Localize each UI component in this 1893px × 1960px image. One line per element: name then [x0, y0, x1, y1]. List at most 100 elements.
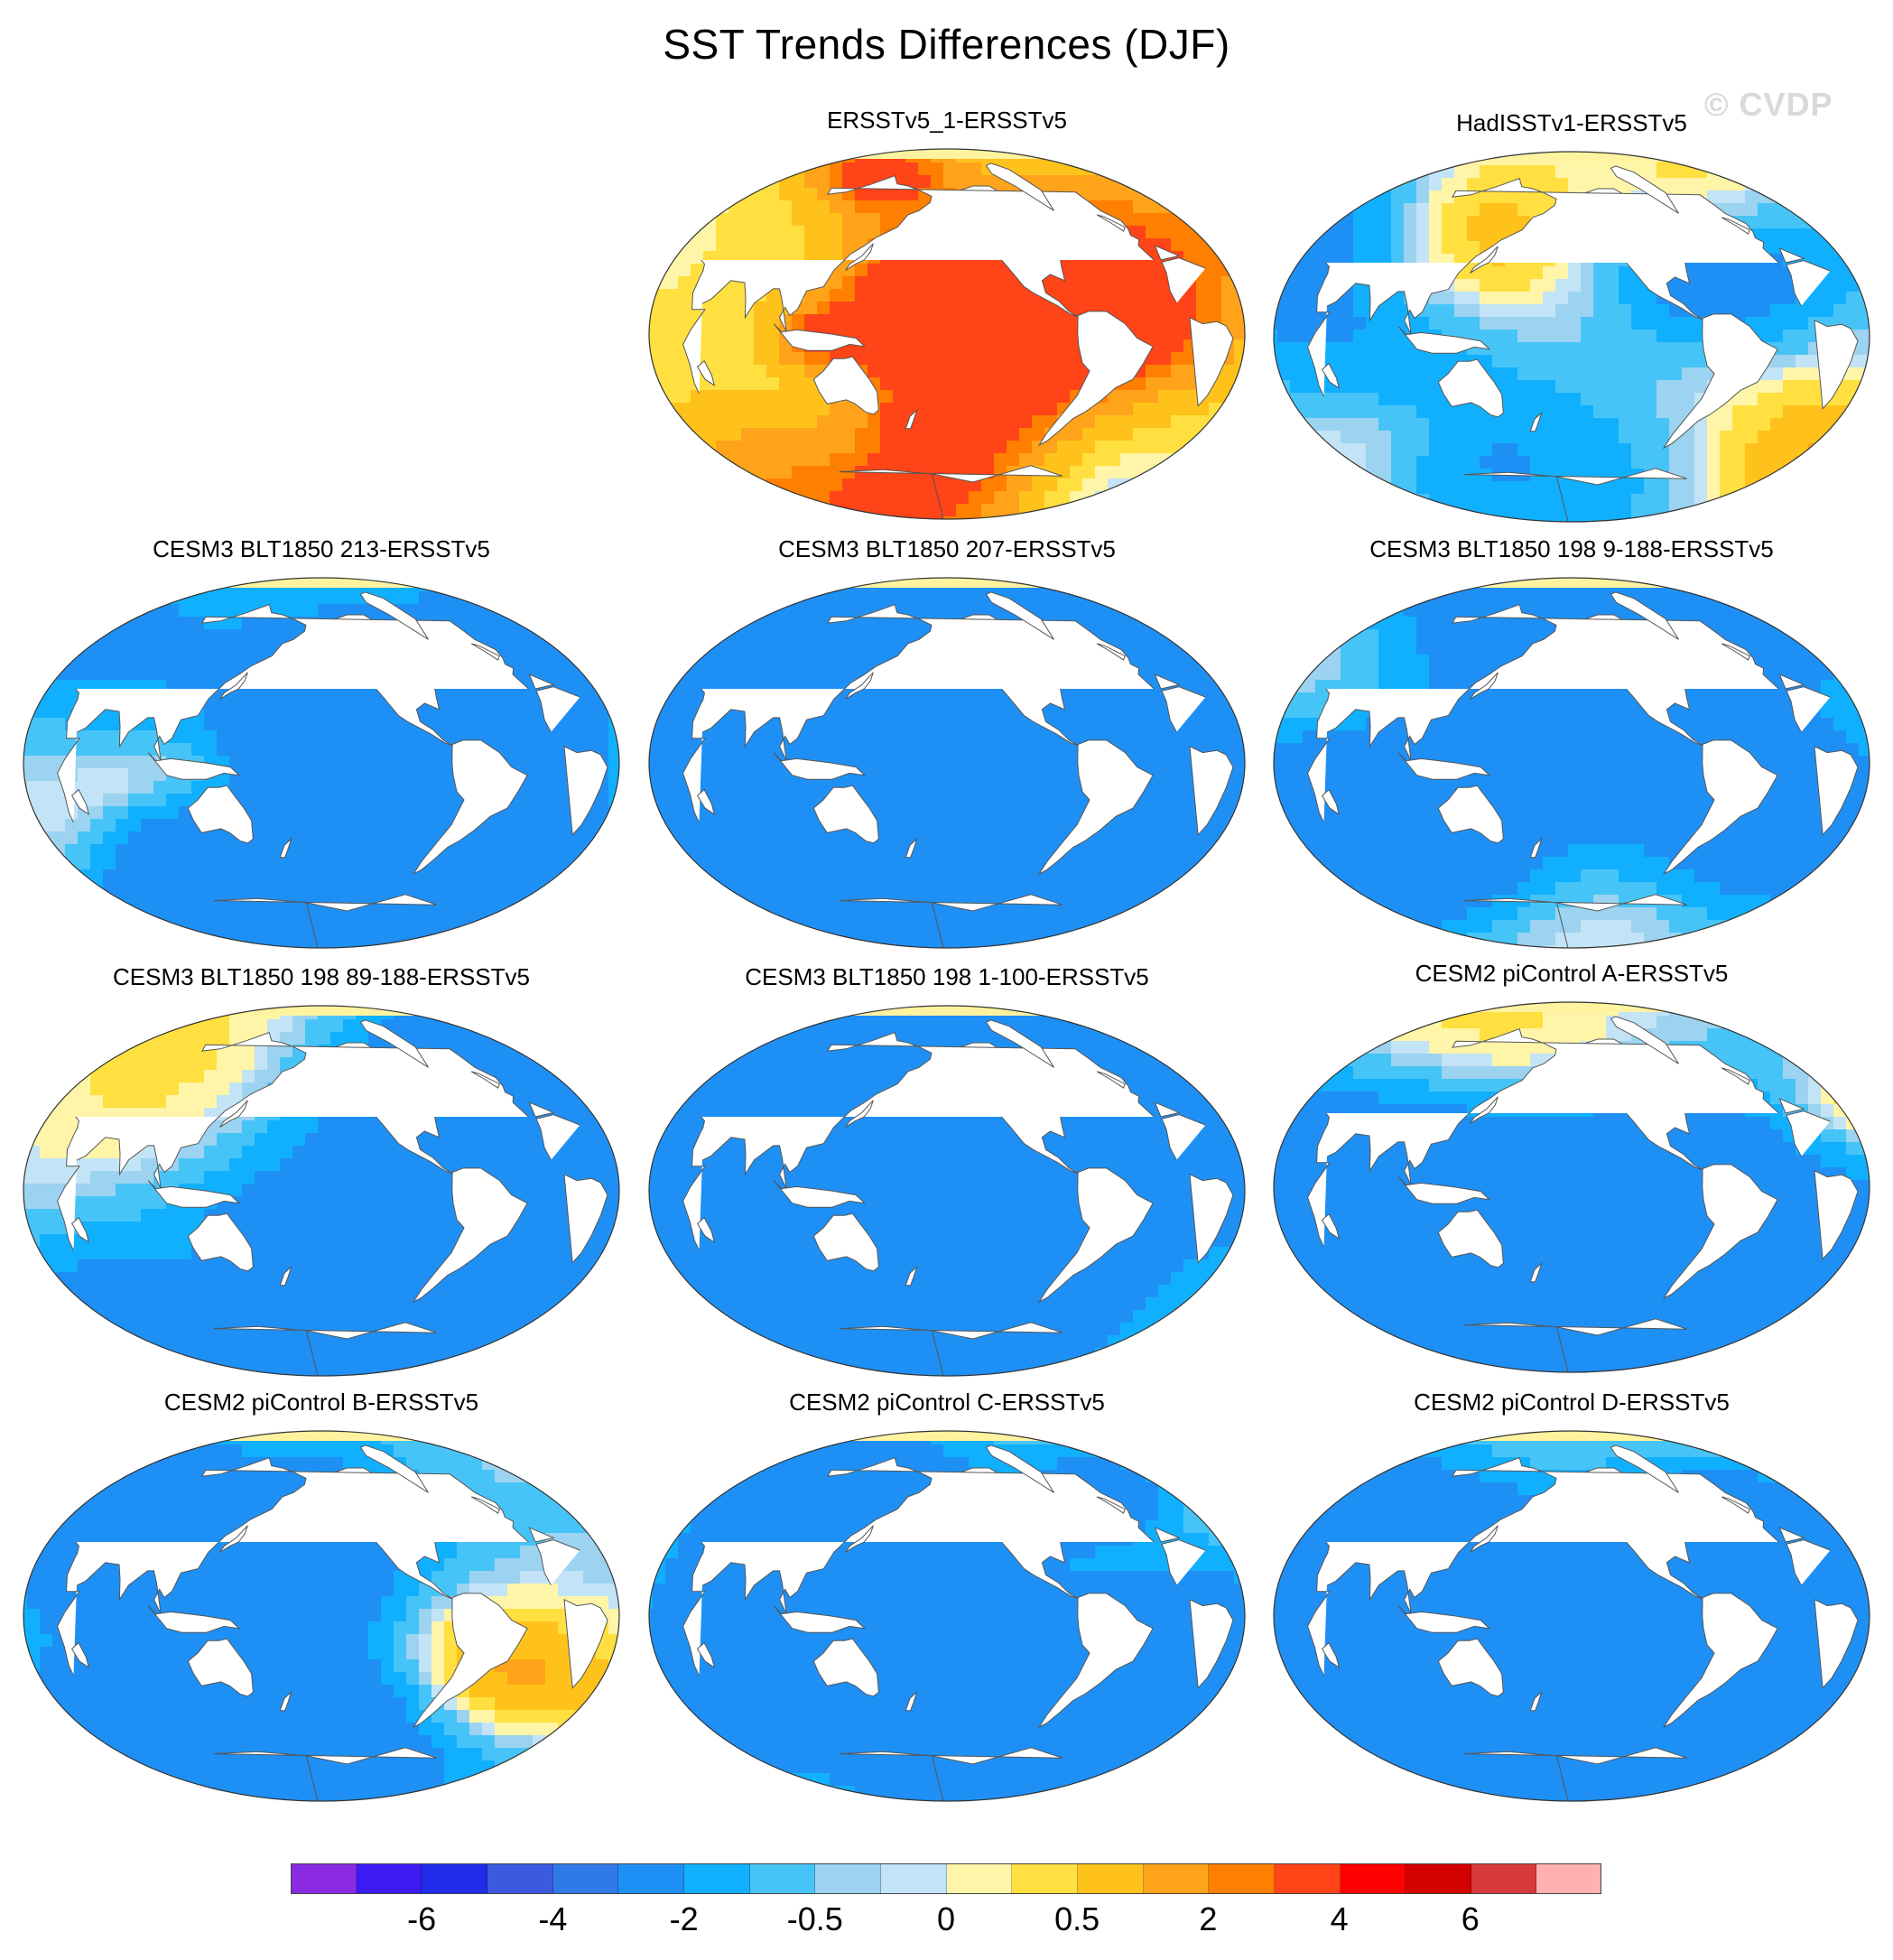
continent — [359, 1019, 429, 1068]
continent — [1529, 411, 1543, 432]
continent — [1437, 1209, 1504, 1268]
continent — [1307, 686, 1859, 836]
continent — [1321, 362, 1341, 390]
continent — [147, 1180, 241, 1208]
colorbar-swatch — [291, 1863, 357, 1894]
colorbar-swatch — [946, 1863, 1013, 1894]
continent — [66, 1031, 555, 1189]
continent — [839, 465, 1062, 519]
arctic-region — [1274, 1431, 1870, 1441]
sst-map — [23, 1005, 620, 1377]
continent — [985, 591, 1054, 640]
continent — [1610, 591, 1679, 640]
map-panel-ersstv5-1: ERSSTv5_1-ERSSTv5 — [640, 107, 1254, 531]
continent — [1463, 468, 1687, 522]
panel-title: ERSSTv5_1-ERSSTv5 — [827, 107, 1067, 134]
continent — [147, 752, 241, 780]
panel-title: CESM3 BLT1850 198 9-188-ERSSTv5 — [1369, 535, 1774, 562]
colorbar-swatch — [815, 1863, 881, 1894]
arctic-region — [1274, 578, 1870, 588]
colorbar-tick-label: -2 — [669, 1900, 699, 1937]
continent — [1610, 165, 1679, 214]
continent — [682, 1114, 1234, 1264]
continent — [1096, 214, 1126, 232]
continent — [1662, 1164, 1778, 1300]
continent — [905, 1690, 918, 1712]
continent — [812, 1638, 879, 1697]
continent — [1529, 837, 1543, 859]
continent — [845, 243, 874, 271]
cvdp-watermark: © CVDP — [1704, 86, 1833, 123]
map-panel-cesm3-207: CESM3 BLT1850 207-ERSSTv5 — [640, 535, 1254, 960]
continent — [70, 788, 90, 816]
continent — [696, 1641, 716, 1669]
continent — [66, 1456, 555, 1614]
continent — [359, 1444, 429, 1493]
continent — [1307, 260, 1859, 410]
continent — [1321, 1641, 1341, 1669]
panel-title: CESM2 piControl C-ERSSTv5 — [789, 1389, 1105, 1416]
continent — [1316, 1027, 1805, 1185]
continent — [1662, 1593, 1778, 1729]
continent — [691, 174, 1181, 332]
continent — [1470, 1096, 1499, 1124]
continent — [696, 359, 716, 387]
continent — [1721, 217, 1750, 235]
colorbar — [291, 1863, 1602, 1894]
arctic-region — [1274, 1002, 1870, 1012]
continent — [905, 837, 918, 859]
continent — [1529, 1261, 1543, 1283]
sst-map — [1273, 1001, 1870, 1373]
sst-map — [23, 1430, 620, 1802]
continent — [57, 686, 608, 836]
continent — [812, 356, 879, 415]
globe-outline — [648, 577, 1246, 949]
colorbar-swatch — [1077, 1863, 1144, 1894]
continent — [1437, 1638, 1504, 1697]
continent — [1470, 246, 1499, 274]
continent — [1463, 1318, 1687, 1372]
colorbar-swatch — [1143, 1863, 1210, 1894]
continent — [1662, 739, 1778, 876]
continent — [682, 257, 1234, 407]
colorbar-swatch — [422, 1863, 487, 1894]
continent — [985, 1019, 1054, 1068]
continent — [359, 591, 429, 640]
globe-outline — [1273, 1001, 1870, 1373]
globe-outline — [648, 1430, 1246, 1802]
continent — [1037, 1593, 1154, 1729]
map-panel-cesm2-a: CESM2 piControl A-ERSSTv5 — [1265, 960, 1879, 1384]
continent — [691, 1456, 1181, 1614]
panel-title: CESM3 BLT1850 213-ERSSTv5 — [153, 535, 490, 562]
globe-outline — [1273, 577, 1870, 949]
continent — [470, 643, 500, 661]
continent — [839, 1747, 1062, 1801]
continent — [1397, 1176, 1491, 1204]
continent — [1316, 1456, 1805, 1614]
continent — [773, 1605, 867, 1633]
arctic-region — [23, 1431, 619, 1441]
panel-title: CESM3 BLT1850 198 1-100-ERSSTv5 — [745, 963, 1149, 990]
continent — [66, 603, 555, 761]
continent — [812, 1212, 879, 1272]
colorbar-swatch — [1274, 1863, 1341, 1894]
continent — [279, 1265, 292, 1287]
colorbar-swatch — [749, 1863, 816, 1894]
continent — [1463, 1747, 1687, 1801]
panel-title: CESM2 piControl A-ERSSTv5 — [1415, 960, 1729, 987]
continent — [1096, 1496, 1126, 1514]
sst-map — [1273, 577, 1870, 949]
continent — [845, 672, 874, 700]
continent — [279, 1690, 292, 1712]
continent — [839, 1322, 1062, 1376]
continent — [1321, 1212, 1341, 1240]
continent — [1721, 643, 1750, 661]
panel-title: CESM3 BLT1850 207-ERSSTv5 — [778, 535, 1116, 562]
continent — [773, 1180, 867, 1208]
colorbar-swatch — [1012, 1863, 1078, 1894]
continent — [845, 1525, 874, 1553]
continent — [470, 1496, 500, 1514]
continent — [1721, 1067, 1750, 1085]
continent — [985, 163, 1054, 211]
continent — [1316, 603, 1805, 761]
